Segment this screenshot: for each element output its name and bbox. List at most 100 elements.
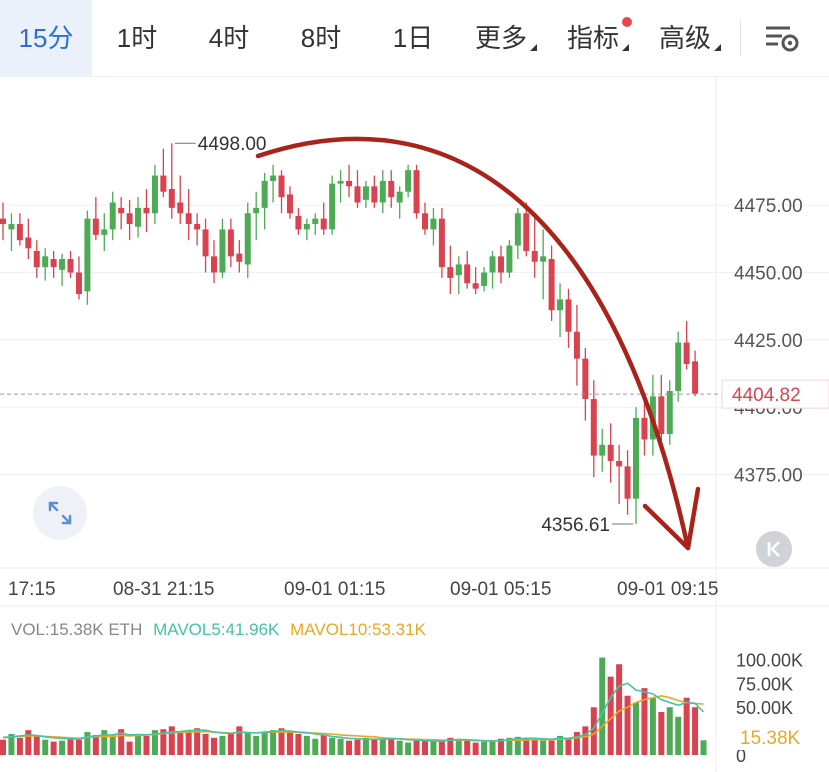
volume-bar bbox=[540, 740, 547, 755]
volume-bar bbox=[497, 738, 504, 755]
candle bbox=[396, 191, 403, 203]
volume-tick-label: 50.00K bbox=[736, 698, 793, 718]
candle bbox=[633, 417, 639, 499]
volume-bar bbox=[337, 738, 344, 755]
high-price-label: 4498.00 bbox=[198, 134, 267, 155]
candle bbox=[557, 299, 564, 311]
candle bbox=[135, 207, 142, 227]
candle bbox=[303, 224, 310, 230]
volume-bar bbox=[42, 739, 49, 755]
volume-bar bbox=[447, 737, 454, 755]
candle bbox=[607, 444, 614, 461]
tab-4h[interactable]: 4时 bbox=[208, 23, 250, 53]
volume-bar bbox=[658, 712, 665, 755]
candle bbox=[320, 218, 327, 230]
candle bbox=[641, 417, 648, 440]
volume-bar bbox=[8, 733, 15, 755]
tab-15min[interactable]: 15分 bbox=[0, 0, 92, 76]
fullscreen-button[interactable] bbox=[33, 486, 87, 540]
volume-bar bbox=[236, 726, 243, 755]
volume-bar bbox=[101, 730, 108, 755]
volume-bar bbox=[455, 738, 462, 755]
candle bbox=[675, 342, 682, 391]
volume-bar bbox=[371, 739, 378, 755]
volume-bar bbox=[270, 730, 277, 755]
candle bbox=[405, 170, 412, 192]
candle bbox=[236, 253, 243, 262]
candle bbox=[337, 180, 344, 184]
candle bbox=[270, 175, 277, 181]
volume-bar bbox=[523, 738, 530, 755]
candle bbox=[219, 229, 226, 273]
candle bbox=[573, 331, 580, 359]
volume-bar bbox=[565, 737, 572, 755]
tab-1d[interactable]: 1日 bbox=[392, 23, 434, 53]
volume-bar bbox=[405, 742, 412, 755]
tab-indicators[interactable]: 指标 bbox=[566, 23, 619, 53]
candle bbox=[168, 189, 175, 208]
volume-bar bbox=[607, 676, 614, 755]
volume-bar bbox=[666, 707, 673, 755]
candle bbox=[590, 399, 597, 456]
jump-to-latest-button[interactable] bbox=[756, 531, 792, 567]
candle bbox=[497, 256, 504, 273]
volume-bar bbox=[557, 735, 564, 755]
candle bbox=[59, 259, 66, 270]
candle bbox=[92, 218, 99, 235]
volume-bar bbox=[75, 739, 82, 755]
candle bbox=[286, 194, 293, 214]
time-axis-label: 09-01 05:15 bbox=[450, 579, 551, 600]
volume-tick-label: 100.00K bbox=[736, 650, 803, 670]
volume-bar bbox=[303, 735, 310, 755]
tab-1h[interactable]: 1时 bbox=[116, 23, 158, 53]
volume-bar bbox=[624, 695, 631, 755]
current-volume-badge bbox=[730, 724, 829, 750]
candle bbox=[354, 186, 361, 203]
volume-bar bbox=[531, 739, 538, 755]
candle bbox=[599, 444, 606, 456]
candle bbox=[582, 358, 589, 400]
volume-bar bbox=[0, 739, 6, 755]
candle bbox=[278, 175, 285, 198]
volume-bar bbox=[244, 732, 251, 755]
volume-bar bbox=[177, 732, 184, 755]
volume-bar bbox=[362, 737, 369, 755]
candle bbox=[177, 202, 184, 214]
candle bbox=[42, 256, 49, 268]
price-tick-label: 4450.00 bbox=[734, 263, 803, 284]
candle bbox=[8, 224, 15, 230]
candle bbox=[430, 218, 437, 230]
candle bbox=[75, 272, 82, 295]
volume-bar bbox=[194, 728, 201, 755]
candle bbox=[101, 229, 108, 235]
volume-bar bbox=[464, 740, 471, 755]
mavol5-legend: MAVOL5:41.96K bbox=[153, 620, 280, 639]
tab-8h[interactable]: 8时 bbox=[300, 23, 342, 53]
tab-advanced[interactable]: 高级 bbox=[658, 23, 711, 53]
tab-more[interactable]: 更多 bbox=[474, 23, 527, 53]
volume-bar bbox=[118, 729, 125, 755]
volume-bar bbox=[160, 729, 167, 755]
volume-bar bbox=[168, 726, 175, 755]
candle bbox=[658, 396, 665, 435]
candle bbox=[666, 390, 673, 435]
volume-bar bbox=[227, 733, 234, 755]
current-price-badge bbox=[721, 379, 829, 409]
candle bbox=[50, 259, 57, 268]
volume-bar bbox=[430, 741, 437, 755]
volume-bar bbox=[286, 732, 293, 755]
chart-settings-icon[interactable] bbox=[760, 20, 804, 56]
candle bbox=[295, 215, 302, 230]
candle bbox=[379, 180, 386, 203]
volume-bar bbox=[278, 728, 285, 755]
candle bbox=[227, 229, 234, 257]
volume-bar bbox=[59, 740, 66, 755]
candle bbox=[202, 229, 209, 257]
volume-bar bbox=[126, 741, 133, 755]
candle bbox=[489, 256, 496, 273]
volume-bar bbox=[514, 736, 521, 755]
candle bbox=[506, 245, 513, 273]
notification-dot-icon bbox=[622, 17, 632, 27]
volume-bar bbox=[379, 738, 386, 755]
